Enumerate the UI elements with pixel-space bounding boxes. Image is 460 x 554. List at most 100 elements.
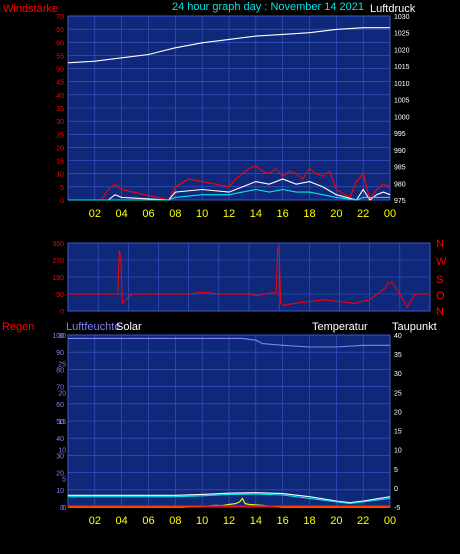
- x-tick-label: 16: [277, 208, 289, 220]
- humidity-tick-label: 0: [62, 505, 66, 512]
- y2-tick-label: -5: [394, 505, 400, 512]
- y-tick-label: 5: [60, 185, 64, 192]
- regen-label: Regen: [2, 321, 34, 333]
- y-tick-label: 50: [56, 67, 64, 74]
- compass-w: W: [436, 256, 447, 268]
- luftfeuchte-label: Luftfeuchte: [66, 321, 120, 333]
- y-tick-label: 180: [52, 275, 64, 282]
- luftdruck-label: Luftdruck: [370, 3, 416, 15]
- series-2-line: [68, 178, 391, 201]
- humidity-tick-label: 5: [62, 476, 66, 483]
- compass-o: O: [436, 290, 445, 302]
- x-tick-label: 16: [277, 515, 289, 527]
- compass-n-top: N: [436, 238, 444, 250]
- y-tick-label: 50: [56, 419, 64, 426]
- x-tick-label: 14: [250, 515, 262, 527]
- x-tick-label: 10: [196, 515, 208, 527]
- x-tick-label: 14: [250, 208, 262, 220]
- y-tick-label: 360: [52, 241, 64, 248]
- y-tick-label: 70: [56, 14, 64, 21]
- x-tick-label: 06: [142, 208, 154, 220]
- y-tick-label: 40: [56, 436, 64, 443]
- series-0-line: [68, 246, 430, 309]
- y-tick-label: 60: [56, 402, 64, 409]
- y-tick-label: 100: [52, 333, 64, 340]
- compass-n-bottom: N: [436, 306, 444, 318]
- y2-tick-label: 995: [394, 131, 406, 138]
- y-tick-label: 65: [56, 27, 64, 34]
- y-tick-label: 30: [56, 453, 64, 460]
- temperatur-line: [68, 492, 391, 504]
- x-tick-label: 22: [357, 208, 369, 220]
- y2-tick-label: 1025: [394, 31, 410, 38]
- y2-tick-label: 1015: [394, 64, 410, 71]
- x-tick-label: 12: [223, 515, 235, 527]
- y2-tick-label: 1030: [394, 14, 410, 21]
- y2-tick-label: 990: [394, 148, 406, 155]
- y-tick-label: 30: [56, 119, 64, 126]
- y-tick-label: 10: [56, 172, 64, 179]
- x-tick-label: 04: [116, 208, 128, 220]
- luftfeuchte-line: [68, 337, 390, 348]
- y2-tick-label: 5: [394, 467, 398, 474]
- temperatur-label: Temperatur: [312, 321, 368, 333]
- y2-tick-label: 980: [394, 181, 406, 188]
- y-tick-label: 90: [56, 292, 64, 299]
- x-tick-label: 02: [89, 208, 101, 220]
- y-tick-label: 0: [60, 505, 64, 512]
- x-tick-label: 18: [303, 208, 315, 220]
- humidity-tick-label: 20: [58, 390, 66, 397]
- x-tick-label: 00: [384, 208, 396, 220]
- taupunkt-line: [68, 493, 391, 505]
- x-tick-label: 10: [196, 208, 208, 220]
- x-tick-label: 08: [169, 208, 181, 220]
- y-tick-label: 15: [56, 159, 64, 166]
- x-tick-label: 20: [330, 515, 342, 527]
- y-tick-label: 0: [60, 198, 64, 205]
- x-tick-label: 02: [89, 515, 101, 527]
- y-tick-label: 40: [56, 93, 64, 100]
- taupunkt-label: Taupunkt: [392, 321, 437, 333]
- y2-tick-label: 25: [394, 390, 402, 397]
- y2-tick-label: 1020: [394, 47, 410, 54]
- series-1-line: [68, 165, 391, 202]
- y-tick-label: 90: [56, 350, 64, 357]
- windstaerke-label: Windstärke: [3, 3, 58, 15]
- x-tick-label: 22: [357, 515, 369, 527]
- humidity-tick-label: 30: [58, 333, 66, 340]
- humidity-tick-label: 10: [58, 448, 66, 455]
- humidity-tick-label: 15: [58, 419, 66, 426]
- x-tick-label: 18: [303, 515, 315, 527]
- y2-tick-label: 30: [394, 371, 402, 378]
- y-tick-label: 45: [56, 80, 64, 87]
- compass-s: S: [436, 274, 443, 286]
- y-tick-label: 80: [56, 367, 64, 374]
- y-tick-label: 20: [56, 471, 64, 478]
- y-tick-label: 270: [52, 258, 64, 265]
- x-tick-label: 04: [116, 515, 128, 527]
- y2-tick-label: 1010: [394, 81, 410, 88]
- x-tick-label: 20: [330, 208, 342, 220]
- solar-label: Solar: [116, 321, 142, 333]
- y-tick-label: 10: [56, 488, 64, 495]
- x-tick-label: 08: [169, 515, 181, 527]
- y-tick-label: 0: [60, 309, 64, 316]
- y-tick-label: 20: [56, 145, 64, 152]
- x-tick-label: 00: [384, 515, 396, 527]
- y-tick-label: 70: [56, 385, 64, 392]
- y-tick-label: 60: [56, 40, 64, 47]
- y2-tick-label: 1005: [394, 98, 410, 105]
- series-0-line: [67, 27, 390, 64]
- y-tick-label: 55: [56, 53, 64, 60]
- y2-tick-label: 15: [394, 429, 402, 436]
- y2-tick-label: 1000: [394, 114, 410, 121]
- graph-title: 24 hour graph day : November 14 2021: [172, 1, 364, 13]
- y2-tick-label: 20: [394, 409, 402, 416]
- series-3-line: [68, 188, 390, 201]
- y-tick-label: 35: [56, 106, 64, 113]
- y2-tick-label: 0: [394, 486, 398, 493]
- y2-tick-label: 985: [394, 165, 406, 172]
- y2-tick-label: 35: [394, 352, 402, 359]
- humidity-tick-label: 25: [58, 362, 66, 369]
